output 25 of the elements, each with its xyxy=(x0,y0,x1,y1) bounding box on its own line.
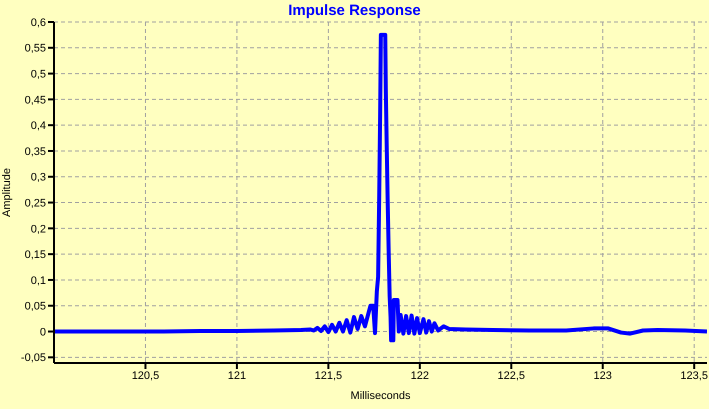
x-tick-label: 123 xyxy=(594,370,612,382)
x-tick-label: 120,5 xyxy=(132,370,160,382)
x-tick-label: 123,5 xyxy=(680,370,708,382)
x-tick-label: 122,5 xyxy=(498,370,526,382)
x-tick-label: 121,5 xyxy=(314,370,342,382)
y-tick-label: 0,1 xyxy=(30,274,46,287)
y-tick-label: -0,05 xyxy=(20,352,46,364)
y-tick-label: 0,5 xyxy=(30,68,46,80)
y-tick-label: 0 xyxy=(40,326,46,338)
x-tick-label: 121 xyxy=(228,370,246,382)
line-series xyxy=(54,32,707,342)
y-tick-label: 0,4 xyxy=(30,120,46,132)
y-tick-label: 0,6 xyxy=(30,16,46,29)
y-tick-label: 0,25 xyxy=(24,197,46,210)
y-axis-title: Amplitude xyxy=(0,168,13,217)
y-tick-label: 0,3 xyxy=(30,172,46,184)
y-tick-label: 0,45 xyxy=(24,94,46,106)
x-axis-title: Milliseconds xyxy=(350,390,411,402)
y-tick-label: 0,35 xyxy=(24,146,46,158)
y-tick-label: 0,2 xyxy=(30,223,46,236)
chart-title: Impulse Response xyxy=(288,2,421,19)
x-tick-label: 122 xyxy=(410,370,430,382)
y-tick-label: 0,15 xyxy=(24,249,46,262)
y-tick-label: 0,55 xyxy=(24,42,46,55)
y-tick-label: 0,05 xyxy=(24,300,46,313)
